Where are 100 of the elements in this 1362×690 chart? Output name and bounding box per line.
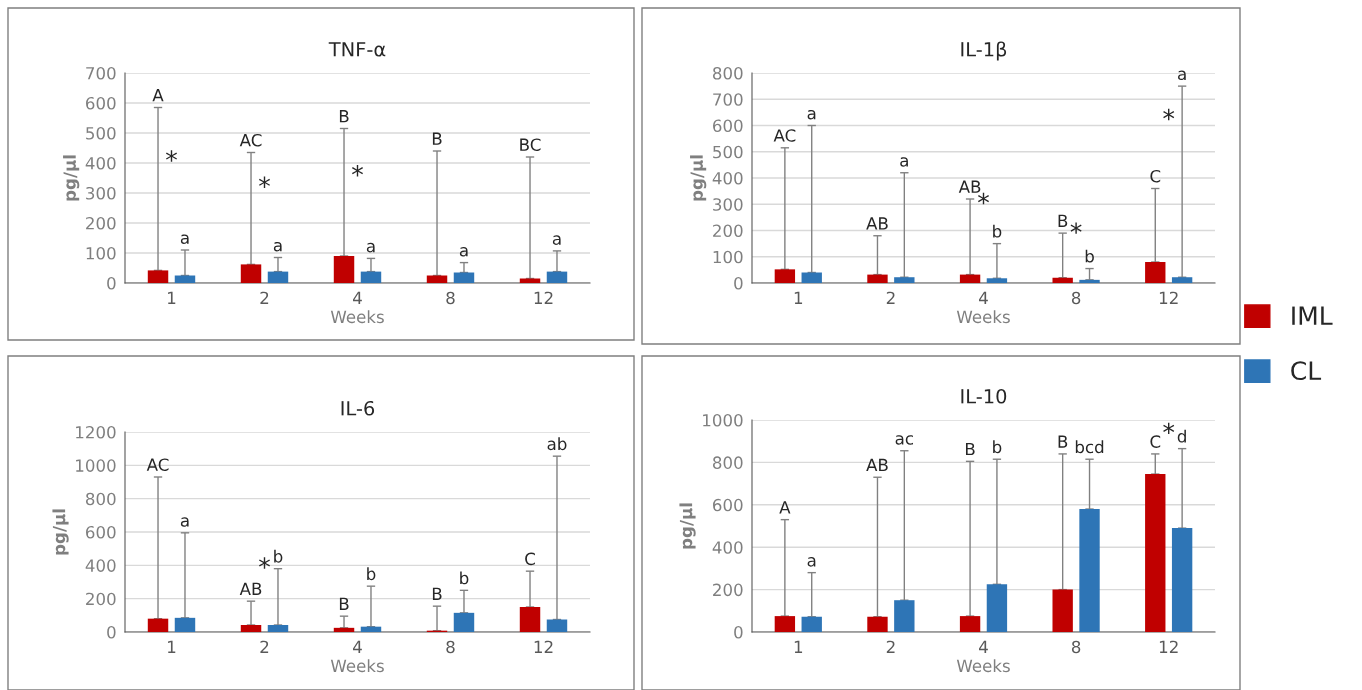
bar — [360, 626, 382, 632]
x-axis-title: Weeks — [330, 310, 384, 324]
y-tick-label: 400 — [85, 156, 116, 170]
annotation: * — [259, 176, 270, 188]
y-tick-label: 700 — [713, 93, 743, 106]
x-tick-label: 2 — [260, 291, 269, 304]
annotation: B — [339, 597, 349, 610]
annotation: B — [965, 442, 975, 456]
y-tick-label: 300 — [713, 198, 743, 211]
annotation: * — [978, 192, 989, 205]
y-tick-label: 600 — [713, 119, 743, 133]
x-tick-label: 4 — [979, 291, 988, 304]
x-axis-title: Weeks — [330, 659, 384, 673]
chart-title: IL-1β — [961, 41, 1007, 61]
annotation: * — [166, 150, 177, 162]
annotation: * — [1163, 422, 1175, 435]
annotation: ac — [895, 435, 913, 445]
x-tick-label: 8 — [1071, 640, 1081, 654]
y-tick-label: 100 — [713, 250, 743, 264]
annotation: a — [366, 242, 375, 253]
x-tick-label: 1 — [168, 291, 176, 304]
annotation: B — [1058, 435, 1068, 448]
annotation: a — [900, 157, 908, 167]
bar — [453, 272, 475, 283]
annotation: * — [259, 557, 270, 569]
x-tick-label: 12 — [534, 291, 553, 304]
annotation: a — [180, 517, 189, 527]
annotation: * — [1163, 108, 1175, 121]
annotation: b — [993, 440, 1002, 454]
y-tick-label: 400 — [712, 171, 743, 185]
y-tick-label: 600 — [86, 525, 116, 539]
bar — [333, 256, 355, 283]
y-tick-label: 200 — [713, 224, 743, 238]
annotation: ab — [547, 437, 567, 451]
annotation: a — [552, 235, 561, 245]
bar — [894, 600, 915, 632]
y-axis-title: pg/µl — [690, 155, 707, 201]
bar — [174, 617, 196, 632]
annotation: C — [525, 552, 535, 566]
y-tick-label: 0 — [107, 276, 116, 290]
y-tick-label: 700 — [86, 66, 116, 80]
y-tick-label: 600 — [86, 96, 116, 110]
x-tick-label: 2 — [886, 640, 895, 653]
annotation: a — [807, 557, 816, 567]
y-tick-label: 1000 — [76, 459, 116, 472]
bar — [147, 270, 169, 283]
y-tick-label: 1200 — [76, 425, 116, 439]
y-tick-label: 800 — [712, 456, 743, 469]
chart-title: IL-6 — [341, 400, 375, 416]
bar — [333, 627, 355, 632]
x-axis-title: Weeks — [956, 310, 1010, 324]
annotation: AC — [239, 133, 262, 147]
annotation: B — [339, 110, 349, 123]
annotation: AB — [866, 217, 888, 230]
x-tick-label: 1 — [168, 640, 176, 653]
chart-title: TNF-α — [328, 42, 386, 57]
y-tick-label: 800 — [85, 492, 116, 506]
legend-label: CL — [1291, 361, 1322, 381]
annotation: a — [807, 109, 816, 120]
x-tick-label: 4 — [979, 640, 988, 653]
y-tick-label: 400 — [712, 541, 743, 554]
annotation: d — [1177, 429, 1186, 443]
y-axis-title: pg/µl — [52, 509, 69, 555]
bar — [867, 616, 888, 632]
annotation: a — [180, 234, 189, 244]
annotation: bcd — [1075, 440, 1104, 454]
x-tick-label: 4 — [353, 640, 362, 653]
bar — [1079, 509, 1100, 632]
bar — [519, 607, 541, 632]
y-tick-label: 200 — [86, 592, 116, 606]
annotation: AB — [239, 582, 262, 595]
y-tick-label: 400 — [85, 559, 116, 572]
x-tick-label: 2 — [260, 640, 269, 653]
bar — [1052, 589, 1073, 632]
annotation: C — [1150, 435, 1161, 448]
x-tick-label: 2 — [886, 291, 895, 304]
bar — [1171, 528, 1193, 632]
annotation: b — [367, 567, 376, 581]
annotation: * — [1070, 222, 1082, 234]
bar — [360, 271, 382, 283]
y-tick-label: 500 — [86, 126, 116, 140]
x-tick-label: 12 — [534, 640, 553, 653]
bar — [174, 275, 196, 283]
annotation: * — [352, 164, 363, 177]
y-tick-label: 100 — [86, 246, 116, 260]
annotation: A — [152, 89, 164, 102]
annotation: B — [432, 132, 442, 145]
bar — [267, 271, 289, 283]
annotation: a — [273, 241, 282, 252]
annotation: AB — [958, 180, 981, 193]
bar — [546, 619, 568, 632]
annotation: b — [460, 571, 469, 585]
annotation: C — [1150, 169, 1161, 183]
annotation: b — [1085, 249, 1094, 263]
y-tick-label: 600 — [713, 498, 743, 512]
y-axis-title: pg/µl — [679, 503, 696, 549]
annotation: AB — [866, 458, 888, 471]
chart-title: IL-10 — [961, 388, 1007, 404]
y-tick-label: 800 — [712, 66, 743, 80]
x-tick-label: 8 — [1071, 291, 1081, 305]
